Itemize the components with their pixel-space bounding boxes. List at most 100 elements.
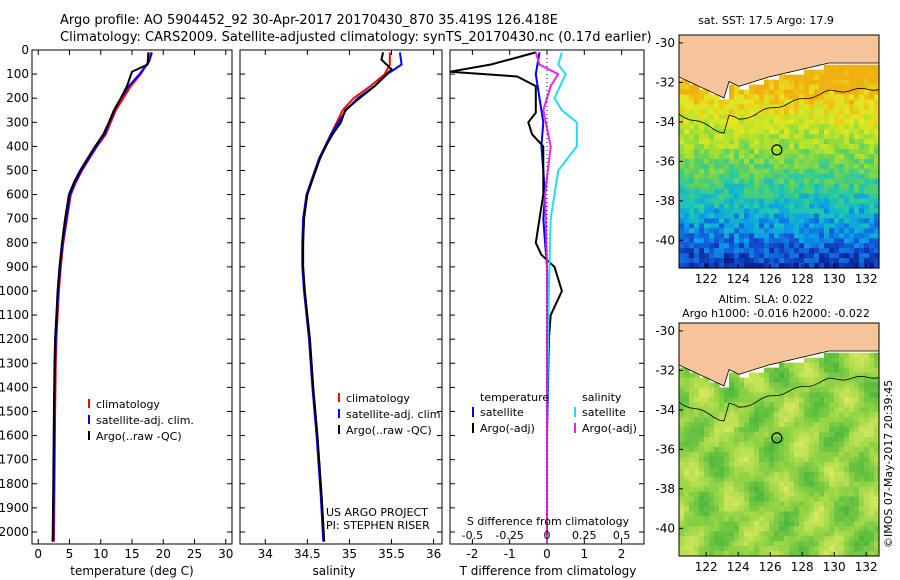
map-cell xyxy=(749,456,755,463)
map-cell xyxy=(829,223,835,229)
map-cell xyxy=(764,546,770,552)
map-cell xyxy=(759,441,765,448)
map-cell xyxy=(724,193,730,200)
map-cell xyxy=(689,84,695,91)
map-cell xyxy=(869,94,875,101)
map-cell xyxy=(784,481,790,488)
map-cell xyxy=(714,422,720,428)
map-cell xyxy=(859,491,865,498)
map-cell xyxy=(869,243,875,249)
map-cell xyxy=(719,471,725,478)
map-cell xyxy=(739,417,745,423)
map-cell xyxy=(764,427,770,433)
map-cell xyxy=(764,139,770,145)
map-cell xyxy=(864,258,870,264)
map-cell xyxy=(699,198,705,205)
map-cell xyxy=(734,149,740,155)
map-cell xyxy=(769,501,775,508)
map-cell xyxy=(849,144,855,150)
map-cell xyxy=(694,163,700,170)
map-cell xyxy=(729,223,735,229)
map-cell xyxy=(689,476,695,483)
map-cell xyxy=(794,441,800,448)
map-cell xyxy=(874,526,880,532)
map-cell xyxy=(839,412,845,418)
map-cell xyxy=(679,392,685,398)
map-cell xyxy=(834,397,840,403)
map-cell xyxy=(869,223,875,229)
map-cell xyxy=(744,228,750,234)
map-cell xyxy=(849,461,855,468)
map-cell xyxy=(869,461,875,468)
map-cell xyxy=(804,198,810,205)
map-cell xyxy=(754,491,760,498)
map-cell xyxy=(809,104,815,110)
map-cell xyxy=(684,119,690,125)
map-cell xyxy=(749,511,755,517)
map-cell xyxy=(694,233,700,239)
map-cell xyxy=(764,94,770,101)
map-cell xyxy=(814,397,820,403)
map-cell xyxy=(799,158,805,165)
map-cell xyxy=(764,228,770,234)
map-cell xyxy=(804,203,810,210)
map-cell xyxy=(824,233,830,239)
map-cell xyxy=(689,233,695,239)
map-cell xyxy=(734,427,740,433)
map-cell xyxy=(724,546,730,552)
map-cell xyxy=(734,238,740,244)
map-cell xyxy=(704,496,710,503)
map-cell xyxy=(734,173,740,180)
map-cell xyxy=(804,144,810,150)
map-cell xyxy=(814,223,820,229)
map-cell xyxy=(794,422,800,428)
map-cell xyxy=(789,437,795,443)
map-cell xyxy=(794,163,800,170)
map-cell xyxy=(794,89,800,96)
map-cell xyxy=(754,223,760,229)
map-cell xyxy=(699,228,705,234)
map-cell xyxy=(814,357,820,364)
map-cell xyxy=(749,153,755,160)
map-cell xyxy=(734,546,740,552)
map-cell xyxy=(724,437,730,443)
map-cell xyxy=(874,476,880,483)
map-cell xyxy=(769,382,775,389)
map-cell xyxy=(729,89,735,96)
map-cell xyxy=(799,228,805,234)
map-cell xyxy=(869,466,875,473)
series-line-climatology xyxy=(52,52,152,542)
map-cell xyxy=(854,536,860,542)
map-cell xyxy=(804,491,810,498)
map-cell xyxy=(734,228,740,234)
map-cell xyxy=(829,94,835,101)
map-cell xyxy=(749,134,755,140)
map-cell xyxy=(854,486,860,493)
map-cell xyxy=(794,382,800,389)
map-cell xyxy=(789,427,795,433)
map-cell xyxy=(794,427,800,433)
map-cell xyxy=(704,476,710,483)
map-cell xyxy=(724,134,730,140)
map-cell xyxy=(814,213,820,220)
map-cell xyxy=(699,153,705,160)
map-cell xyxy=(839,531,845,537)
map-cell xyxy=(764,198,770,205)
map-cell xyxy=(694,506,700,512)
map-cell xyxy=(779,506,785,512)
map-cell xyxy=(689,218,695,224)
map-cell xyxy=(814,228,820,234)
map-cell xyxy=(679,372,685,379)
map-cell xyxy=(719,446,725,453)
map-cell xyxy=(874,422,880,428)
map-cell xyxy=(824,432,830,438)
map-cell xyxy=(799,541,805,547)
map-cell xyxy=(839,481,845,488)
map-cell xyxy=(834,119,840,125)
map-cell xyxy=(829,451,835,458)
map-cell xyxy=(729,134,735,140)
map-cell xyxy=(779,511,785,517)
map-cell xyxy=(729,496,735,503)
map-cell xyxy=(779,243,785,249)
map-cell xyxy=(684,163,690,170)
